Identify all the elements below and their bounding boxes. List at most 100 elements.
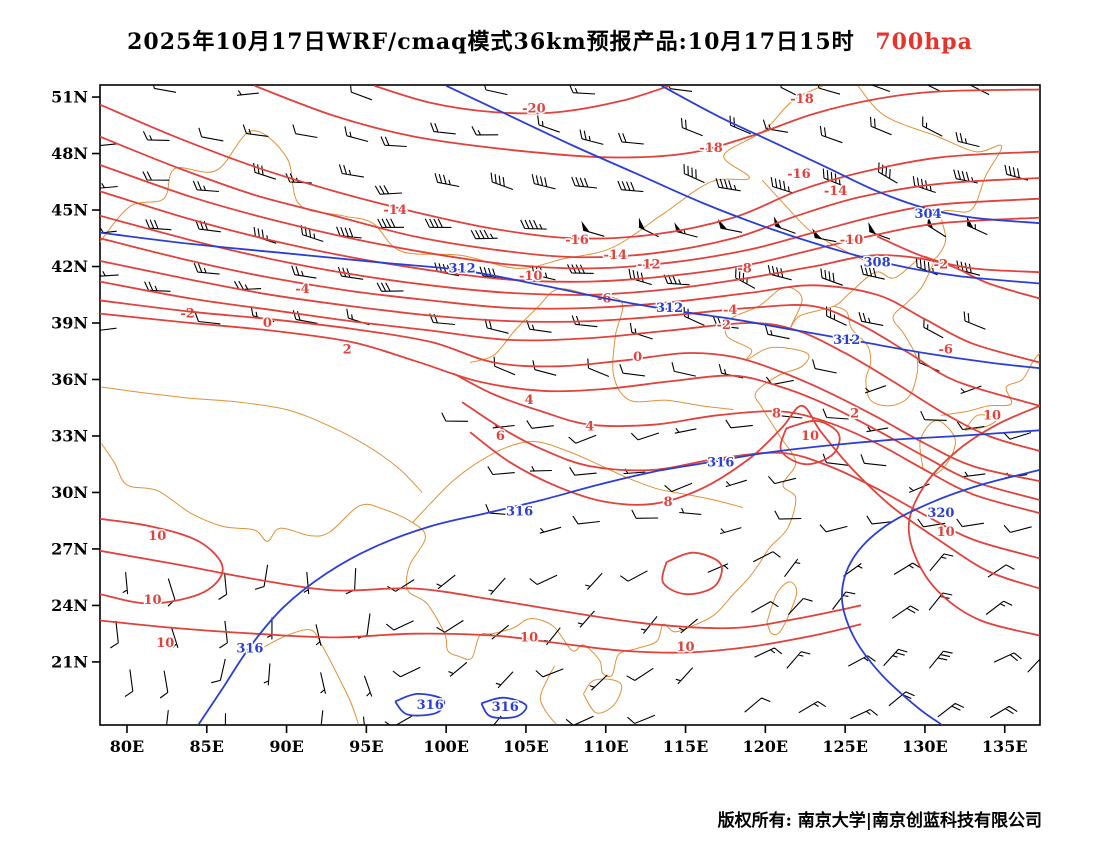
temperature-contour-line [100, 517, 224, 605]
temperature-contour-label: 8 [772, 406, 781, 421]
wind-barbs [100, 85, 1040, 725]
temperature-contour-label: -4 [723, 303, 737, 318]
temperature-contour-label: -2 [934, 258, 948, 273]
lon-tick-label: 115E [663, 737, 709, 756]
temperature-contour-line [100, 135, 1040, 259]
height-contour-line [198, 429, 1040, 725]
temperature-contour-label: 10 [156, 636, 174, 651]
temperature-contour-label: -16 [787, 167, 811, 182]
lon-tick-label: 80E [110, 737, 144, 756]
title-main: 2025年10月17日WRF/cmaq模式36km预报产品:10月17日15时 [127, 29, 855, 55]
height-contour-line [840, 469, 1040, 725]
temperature-contour-label: 10 [801, 429, 819, 444]
temperature-contour-line [907, 404, 1040, 637]
temperature-contour-label: 2 [850, 406, 859, 421]
lon-tick-label: 95E [349, 737, 383, 756]
temperature-contour-line [100, 619, 862, 654]
temperature-contour-line [100, 549, 862, 630]
temperature-contour-label: -2 [717, 318, 731, 333]
lon-tick-label: 105E [503, 737, 549, 756]
temperature-contour-line [374, 85, 670, 115]
lat-tick-label: 30N [51, 483, 88, 502]
coastline [582, 678, 623, 714]
lat-tick-label: 33N [51, 426, 88, 445]
temperature-contour-label: 10 [143, 593, 161, 608]
axes: 51N 48N 45N 42N 39N 36N 33N 30N 27N 24N 21N 80E 85E 9… [51, 88, 1027, 756]
temperature-contour-label: -10 [840, 233, 864, 248]
temperature-contour-line [100, 312, 1040, 501]
height-contour-label: 316 [506, 504, 533, 519]
temperature-contour-label: -8 [737, 261, 751, 276]
height-contour-line [445, 85, 1040, 285]
lon-tick-label: 130E [902, 737, 948, 756]
temperature-contour-label: 10 [676, 640, 694, 655]
lat-tick-label: 27N [51, 539, 88, 558]
temperature-contour-label: 8 [663, 495, 672, 510]
height-contour-label: 320 [927, 506, 954, 521]
coastline [766, 581, 798, 636]
lat-tick-label: 45N [51, 201, 88, 220]
height-contour-label: 316 [236, 642, 263, 657]
height-contour-label: 312 [449, 261, 476, 276]
lat-tick-label: 51N [51, 88, 88, 107]
temperature-contour-line [100, 103, 1040, 240]
temperature-contour-label: -20 [522, 101, 546, 116]
temperature-contour-label: 0 [633, 350, 642, 365]
temperature-contour-label: -6 [938, 342, 952, 357]
height-contour-line [394, 692, 446, 717]
temperature-contour-label: 6 [496, 429, 505, 444]
height-contours: 304 308 312 312 312 316 316 316 316 316 320 [100, 85, 1040, 725]
temperature-contour-label: -12 [637, 258, 661, 273]
title-level: 700hpa [875, 29, 973, 55]
temperature-contour-line [100, 280, 1040, 452]
temperature-contour-line [453, 373, 1040, 515]
lat-tick-label: 39N [51, 313, 88, 332]
copyright-footer: 版权所有: 南京大学|南京创蓝科技有限公司 [717, 811, 1042, 831]
temperature-contour-label: 10 [983, 408, 1001, 423]
temperature-contour-label: -14 [824, 184, 848, 199]
coastline [100, 85, 1003, 678]
coastline [919, 420, 956, 475]
temperature-contour-label: -16 [565, 233, 589, 248]
temperature-contour-label: 10 [148, 529, 166, 544]
map-frame [99, 84, 1041, 726]
coastline [940, 352, 1040, 416]
lat-tick-label: 36N [51, 370, 88, 389]
coastline [964, 414, 998, 431]
height-contour-label: 312 [833, 333, 860, 348]
temperature-contour-line [100, 190, 1040, 283]
height-contour-label: 304 [915, 207, 942, 222]
height-contour-label: 312 [656, 301, 683, 316]
forecast-map: 51N 48N 45N 42N 39N 36N 33N 30N 27N 24N 21N 80E 85E 9… [51, 84, 1041, 756]
coastline [539, 665, 557, 725]
lat-tick-label: 42N [51, 257, 88, 276]
wind-barb-staffs [100, 85, 1040, 725]
lon-tick-label: 100E [423, 737, 469, 756]
coastline [101, 386, 423, 493]
page-title: 2025年10月17日WRF/cmaq模式36km预报产品:10月17日15时 … [0, 24, 1100, 56]
coastline [833, 260, 935, 407]
temperature-contour-line [876, 235, 1040, 274]
lon-tick-label: 120E [743, 737, 789, 756]
temperature-contour-label: 4 [525, 393, 534, 408]
temperature-contour-label: -14 [383, 203, 407, 218]
temperature-contour-line [100, 237, 1040, 364]
lon-tick-label: 110E [583, 737, 629, 756]
temperature-contour-label: 0 [263, 316, 272, 331]
temperature-contour-line [100, 163, 1040, 270]
geography-coastlines [100, 85, 1040, 725]
height-contour-label: 308 [864, 256, 891, 271]
temperature-contour-label: 2 [343, 342, 352, 357]
lat-tick-label: 48N [51, 144, 88, 163]
height-contour-line [661, 85, 1040, 225]
temperature-contour-label: -18 [790, 92, 814, 107]
temperature-contour-label: 10 [520, 630, 538, 645]
coastline [412, 441, 744, 523]
temperature-contours: -20-18-18-16-16-14-14-14-12-10-10-8-6-6-… [100, 85, 1040, 656]
height-contour-line [480, 696, 528, 719]
lon-tick-label: 90E [269, 737, 303, 756]
lon-tick-label: 135E [982, 737, 1028, 756]
height-contour-line [100, 231, 1040, 370]
temperature-contour-label: 4 [585, 420, 594, 435]
